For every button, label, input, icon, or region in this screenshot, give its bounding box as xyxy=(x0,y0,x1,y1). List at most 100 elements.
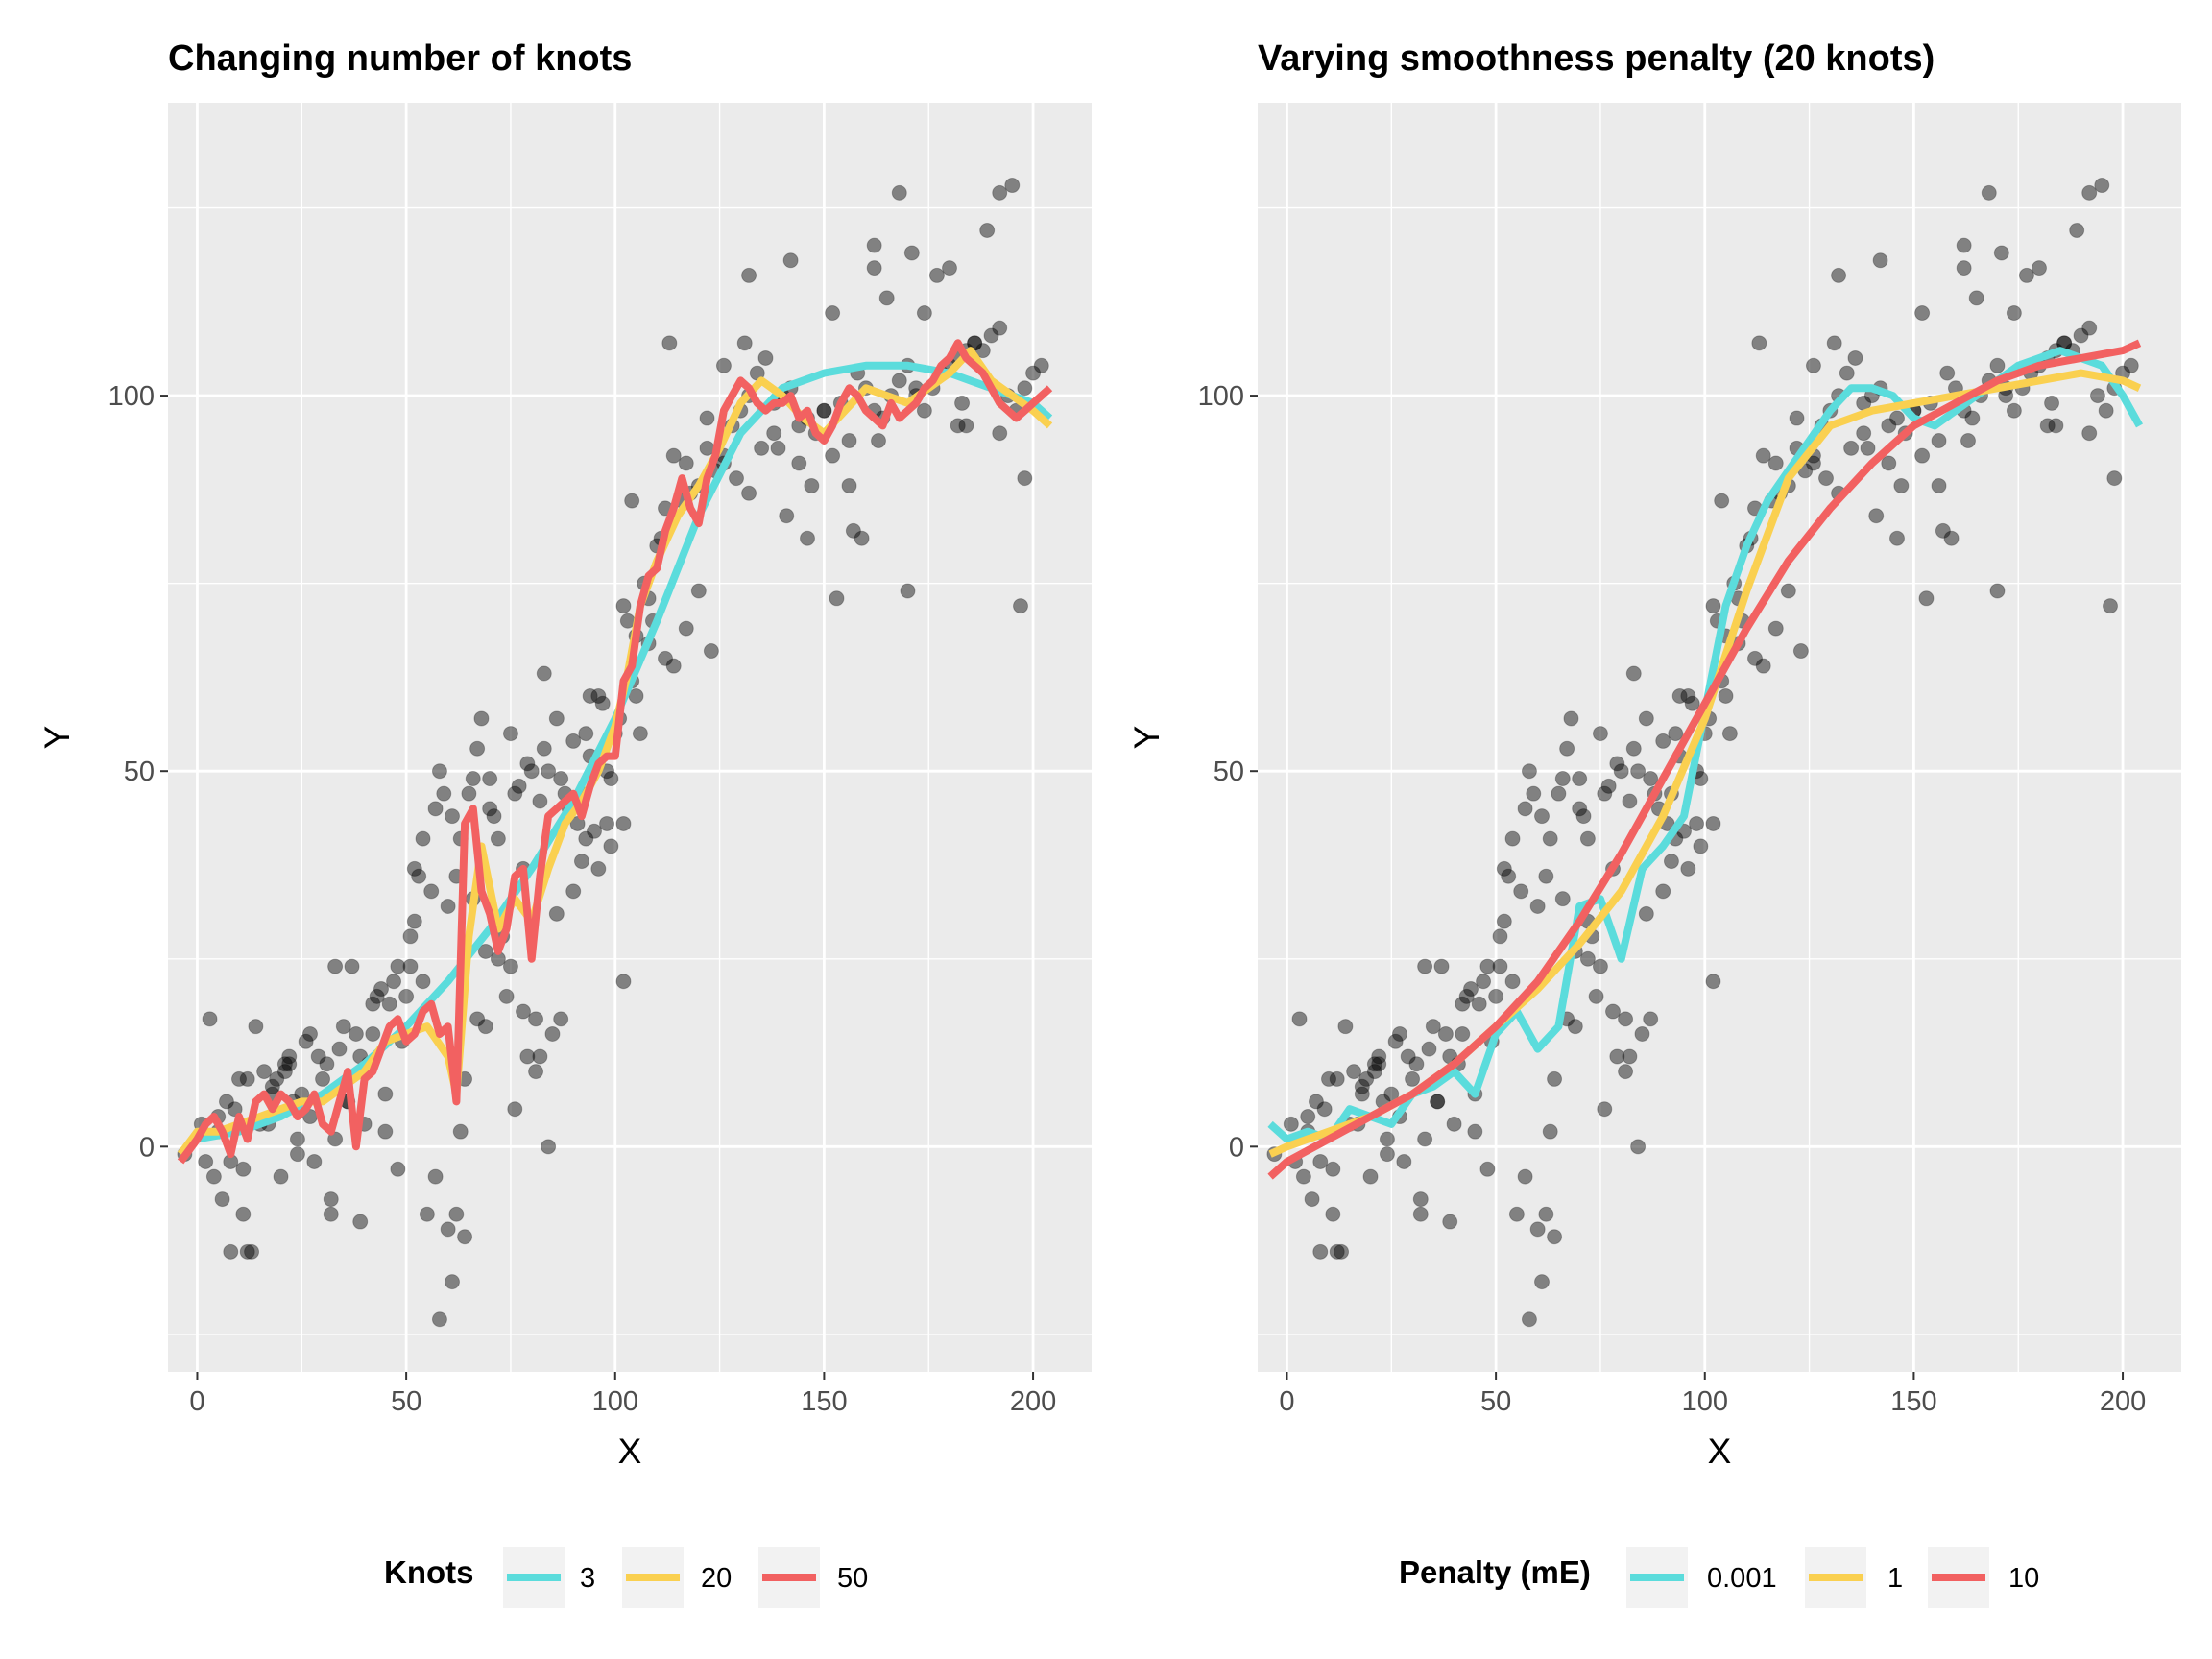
data-point xyxy=(1780,583,1796,599)
data-point xyxy=(256,1064,273,1080)
data-point xyxy=(1325,1161,1341,1177)
data-point xyxy=(461,785,477,802)
data-point xyxy=(365,1025,381,1042)
data-point xyxy=(1818,470,1834,487)
data-point xyxy=(273,1168,289,1185)
data-point xyxy=(1492,958,1508,974)
data-point xyxy=(323,1191,339,1208)
data-point xyxy=(845,522,861,539)
data-point xyxy=(1630,1139,1647,1155)
data-point xyxy=(536,740,552,757)
data-point xyxy=(202,1011,218,1027)
data-point xyxy=(1479,1161,1496,1177)
data-point xyxy=(1430,1094,1446,1110)
data-point xyxy=(1856,425,1872,442)
data-point xyxy=(1714,493,1730,509)
data-point xyxy=(1680,687,1696,704)
data-point xyxy=(269,1070,285,1087)
data-point xyxy=(690,583,707,599)
data-point xyxy=(1826,335,1842,351)
data-point xyxy=(502,726,518,742)
data-point xyxy=(1747,650,1763,666)
data-point xyxy=(1004,178,1021,194)
data-point xyxy=(1989,357,2006,373)
data-point xyxy=(457,1229,473,1245)
data-point xyxy=(516,1003,531,1020)
data-point xyxy=(528,1011,544,1027)
data-point xyxy=(1956,237,1972,253)
data-point xyxy=(1300,1109,1316,1125)
data-point xyxy=(1839,365,1855,381)
data-point xyxy=(553,1011,569,1027)
data-point xyxy=(2018,267,2034,283)
data-point xyxy=(1559,740,1575,757)
data-point xyxy=(699,410,715,426)
data-point xyxy=(829,590,845,607)
data-point xyxy=(327,1131,344,1147)
data-point xyxy=(678,455,694,471)
data-point xyxy=(1504,974,1521,990)
data-point xyxy=(1017,380,1033,397)
data-point xyxy=(1013,598,1028,614)
data-point xyxy=(1630,763,1647,780)
data-point xyxy=(482,801,498,817)
data-point xyxy=(1526,785,1542,802)
data-point xyxy=(1968,290,1984,306)
y-tick-label: 100 xyxy=(1198,381,1244,412)
series-line-50 xyxy=(177,339,1053,1165)
data-point xyxy=(816,402,832,419)
data-point xyxy=(1308,1094,1324,1110)
right-legend: Penalty (mE) 0.001 1 10 xyxy=(1399,1547,2039,1608)
data-point xyxy=(1860,440,1876,456)
data-point xyxy=(365,996,381,1012)
data-point xyxy=(590,860,607,877)
data-point xyxy=(306,1153,323,1169)
data-point xyxy=(427,1168,444,1185)
data-point xyxy=(800,530,815,546)
data-point xyxy=(665,658,682,674)
data-point xyxy=(1412,1191,1429,1208)
data-point xyxy=(2039,418,2056,434)
data-point xyxy=(782,252,799,269)
data-point xyxy=(427,801,444,817)
data-point xyxy=(1831,267,1847,283)
y-tick-label: 0 xyxy=(139,1132,155,1163)
data-point xyxy=(440,1221,456,1238)
data-point xyxy=(1918,590,1935,607)
data-point xyxy=(482,771,498,787)
data-point xyxy=(235,1206,252,1222)
data-point xyxy=(218,1094,234,1110)
data-point xyxy=(1881,418,1897,434)
data-point xyxy=(1939,365,1956,381)
data-point xyxy=(2006,402,2022,419)
data-point xyxy=(983,327,999,344)
data-point xyxy=(523,763,540,780)
data-point xyxy=(1634,1025,1650,1042)
data-point xyxy=(1843,440,1860,456)
left-chart-title: Changing number of knots xyxy=(168,38,632,79)
data-point xyxy=(979,222,996,238)
data-point xyxy=(1371,1056,1387,1072)
data-point xyxy=(227,1101,243,1118)
data-point xyxy=(1663,854,1679,870)
data-point xyxy=(958,418,974,434)
data-point xyxy=(891,373,907,389)
data-point xyxy=(1889,530,1905,546)
x-tick-label: 100 xyxy=(1682,1386,1728,1417)
data-point xyxy=(281,1056,298,1072)
data-point xyxy=(390,1161,406,1177)
data-point xyxy=(1893,477,1910,493)
data-point xyxy=(992,425,1008,442)
data-point xyxy=(1751,335,1767,351)
data-point xyxy=(1329,1070,1345,1087)
series-line-10 xyxy=(1267,339,2142,1180)
data-point xyxy=(335,1019,351,1035)
data-point xyxy=(1362,1168,1379,1185)
data-point xyxy=(1366,1064,1382,1080)
left-plot-background xyxy=(168,103,1092,1372)
data-point xyxy=(1964,410,1981,426)
data-point xyxy=(992,320,1008,336)
data-point xyxy=(1421,1041,1437,1057)
data-point xyxy=(377,1123,394,1140)
data-point xyxy=(1889,410,1905,426)
